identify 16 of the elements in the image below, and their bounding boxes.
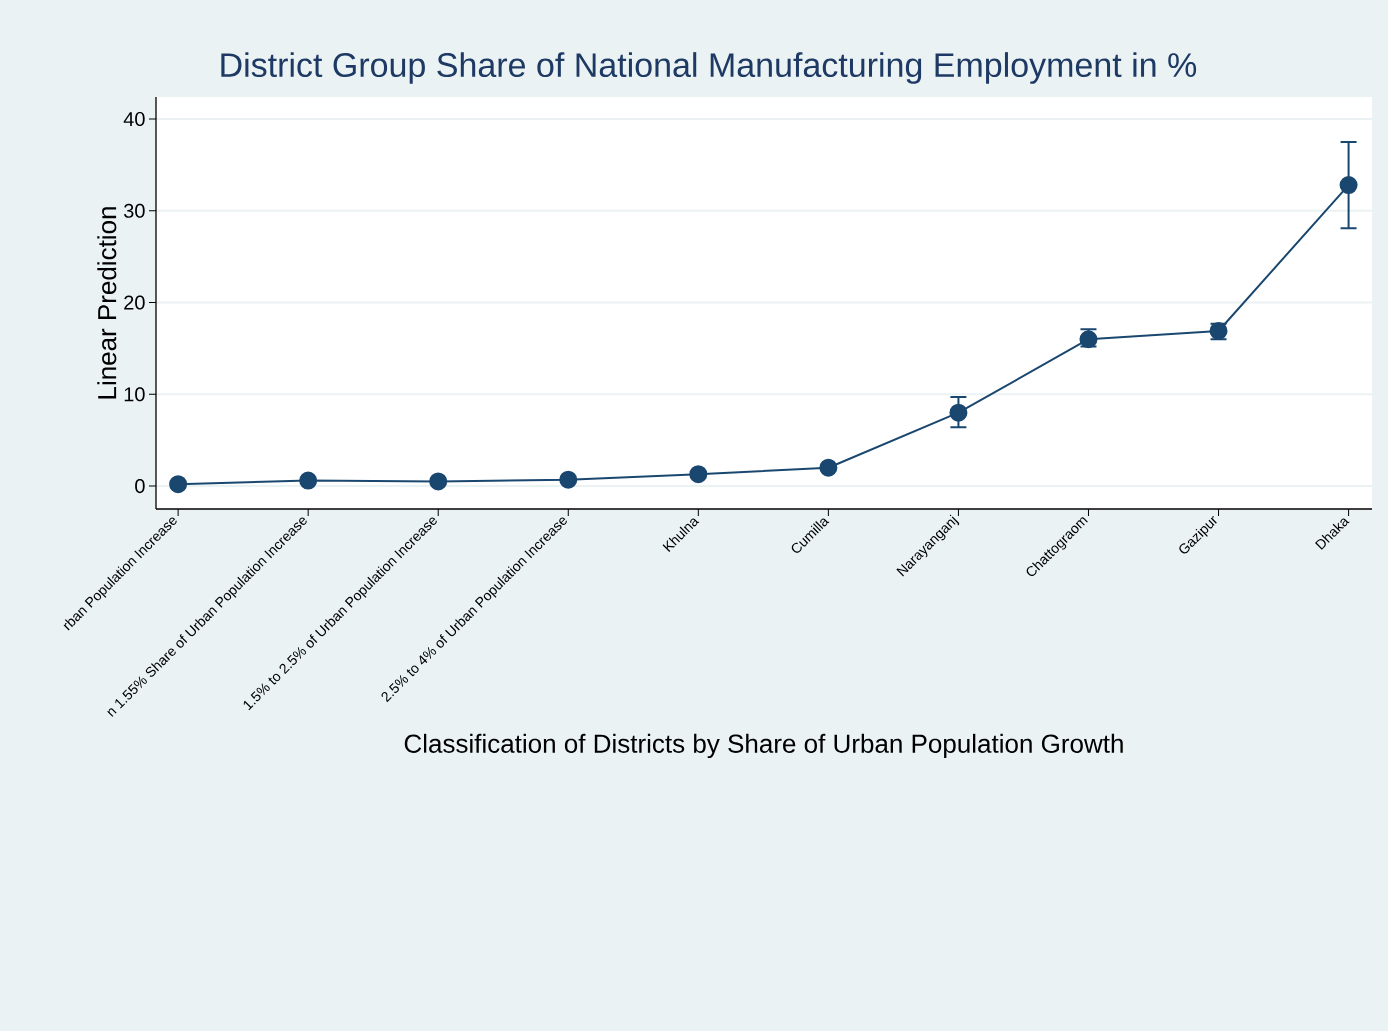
y-tick-label: 20 [124,295,145,310]
y-tick-label: 40 [123,111,145,127]
x-axis-title: Classification of Districts by Share of Urban Population Growth [404,733,1123,759]
y-tick-label: 10 [124,387,145,402]
point [299,471,318,490]
point [1339,176,1358,195]
point [559,470,578,489]
y-tick-label: 0 [135,478,145,494]
point [689,465,708,484]
point [819,458,838,477]
point [169,475,188,494]
chart-title: District Group Share of National Manufacturing Employment in % [221,52,1197,84]
y-tick-label: 30 [123,203,145,218]
point [949,403,968,422]
point [429,472,448,491]
y-axis-title: Linear Prediction [97,207,117,399]
